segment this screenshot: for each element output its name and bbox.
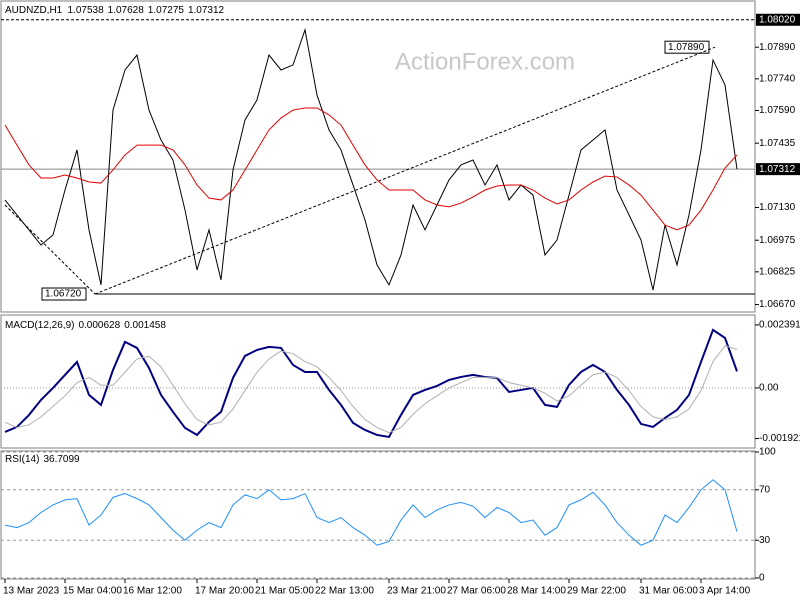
y-tick-label: 1.07590 [759,105,796,116]
annotation-label: 1.06720 [45,289,82,300]
y-tick-label: 0 [759,573,765,584]
trend-line [94,46,716,295]
y-tick-label: 1.06825 [759,267,796,278]
price-header: AUDNZD,H1 1.07538 1.07628 1.07275 1.07312 [5,5,225,16]
macd-header: MACD(12,26,9) 0.000628 0.001458 [5,320,166,331]
trend-line [4,204,96,295]
watermark: ActionForex.com [395,48,575,75]
rsi-header: RSI(14) 36.7099 [5,454,80,465]
panel-frame [0,450,756,580]
y-tick-label: 1.07890 [759,42,796,53]
panel-frame [0,0,756,313]
x-tick-label: 15 Mar 04:00 [63,586,122,597]
series-line [4,345,738,434]
y-tick-label: 1.06670 [759,299,796,310]
open: 1.07538 [67,5,104,16]
x-tick-label: 13 Mar 2023 [3,586,60,597]
rsi-value: 36.7099 [43,454,80,465]
level-box [756,13,800,26]
series-line [4,27,738,291]
x-tick-label: 3 Apr 14:00 [699,586,751,597]
signal-value: 0.001458 [124,320,166,331]
x-tick-label: 22 Mar 13:00 [315,586,374,597]
rsi-title: RSI(14) [5,454,39,465]
x-tick-label: 21 Mar 05:00 [255,586,314,597]
y-tick-label: 1.07740 [759,73,796,84]
level-label: 1.07312 [759,164,796,175]
y-tick-label: -0.001921 [759,433,800,444]
series-line [4,107,738,231]
x-tick-label: 23 Mar 21:00 [387,586,446,597]
annotation-box [41,287,87,301]
close: 1.07312 [188,5,225,16]
panel-frame [0,314,756,449]
x-tick-label: 27 Mar 06:00 [447,586,506,597]
y-tick-label: 100 [759,447,776,458]
x-tick-label: 17 Mar 20:00 [195,586,254,597]
x-tick-label: 31 Mar 06:00 [639,586,698,597]
y-tick-label: 1.07435 [759,138,796,149]
low: 1.07275 [148,5,185,16]
level-box [756,163,800,176]
macd-value: 0.000628 [78,320,120,331]
y-tick-label: 30 [759,535,771,546]
x-tick-label: 16 Mar 12:00 [123,586,182,597]
y-tick-label: 0.002391 [759,320,800,331]
x-tick-label: 29 Mar 22:00 [567,586,626,597]
level-label: 1.08020 [759,14,796,25]
annotation-box [664,40,710,54]
x-tick-label: 28 Mar 14:00 [507,586,566,597]
y-tick-label: 1.06975 [759,235,796,246]
y-tick-label: 1.07130 [759,202,796,213]
y-tick-label: 0.00 [759,383,779,394]
macd-title: MACD(12,26,9) [5,320,74,331]
series-line [4,328,738,439]
y-tick-label: 70 [759,484,771,495]
annotation-label: 1.07890 [668,42,705,53]
high: 1.07628 [108,5,145,16]
symbol: AUDNZD,H1 [5,5,63,16]
series-line [4,479,738,546]
